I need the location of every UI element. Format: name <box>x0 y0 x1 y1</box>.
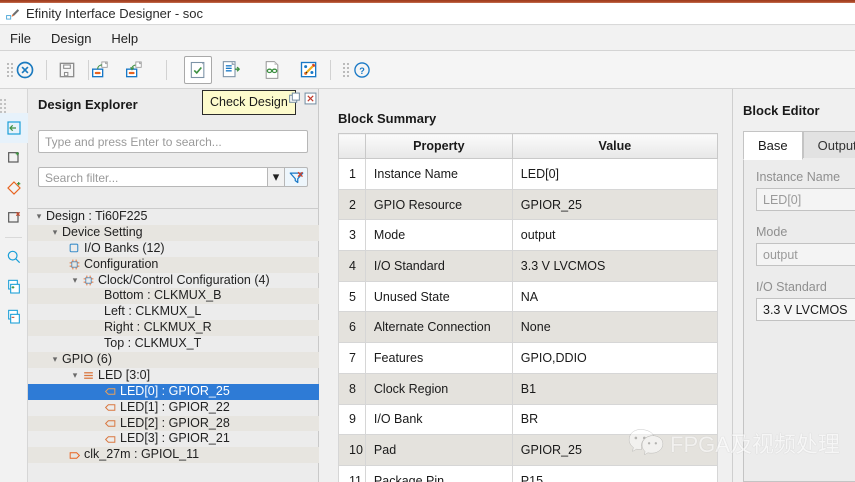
svg-text:?: ? <box>359 66 365 76</box>
